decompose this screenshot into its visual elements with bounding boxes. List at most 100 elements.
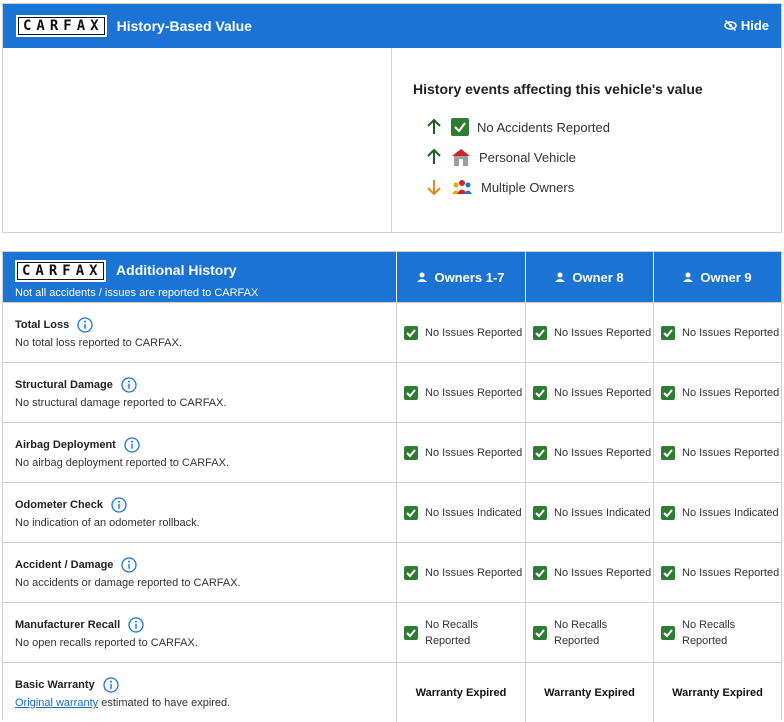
row-title: Accident / Damage: [15, 557, 138, 573]
status-text: No Issues Reported: [425, 386, 523, 399]
status-cell: No Issues Indicated: [653, 483, 781, 542]
status-text: No Issues Reported: [554, 386, 652, 399]
row-title: Odometer Check: [15, 497, 127, 513]
info-icon: [121, 377, 137, 393]
history-row: Accident / Damage No accidents or damage …: [3, 542, 781, 602]
events-title: History events affecting this vehicle's …: [413, 81, 703, 97]
status-text: No Issues Reported: [554, 326, 652, 339]
row-description: No total loss reported to CARFAX.: [15, 337, 182, 349]
row-title-text: Basic Warranty: [15, 679, 95, 691]
column-header: Owner 9: [653, 252, 781, 302]
check-icon: [661, 625, 675, 640]
row-title: Basic Warranty: [15, 677, 119, 693]
row-description-text: estimated to have expired.: [101, 697, 231, 709]
status-cell: No Recalls Reported: [653, 603, 781, 662]
status-cell: No Recalls Reported: [396, 603, 525, 662]
check-icon: [533, 385, 547, 400]
column-header: Owners 1-7: [396, 252, 525, 302]
carfax-logo: CARFAX: [15, 260, 106, 282]
status-text: No Issues Reported: [682, 326, 780, 339]
user-icon: [683, 272, 694, 282]
column-label: Owner 9: [700, 269, 752, 285]
row-description-text: No accidents or damage reported to CARFA…: [15, 577, 241, 589]
status-cell: No Issues Reported: [396, 363, 525, 422]
row-title-text: Odometer Check: [15, 499, 104, 511]
arrow-up: [427, 118, 441, 134]
history-row: Manufacturer Recall No open recalls repor…: [3, 602, 781, 662]
check-icon: [404, 385, 418, 400]
hide-button[interactable]: Hide: [724, 18, 769, 33]
row-title: Total Loss: [15, 317, 93, 333]
arrow-down: [427, 180, 441, 196]
arrow-up: [427, 148, 441, 164]
status-cell: No Issues Reported: [525, 543, 653, 602]
status-cell: Warranty Expired: [525, 663, 653, 722]
row-description: No accidents or damage reported to CARFA…: [15, 577, 241, 589]
event-label: Personal Vehicle: [479, 149, 576, 165]
carfax-logo: CARFAX: [16, 15, 107, 37]
info-icon: [128, 617, 144, 633]
check-icon: [661, 325, 675, 340]
history-card: CARFAX Additional History Not all accide…: [2, 251, 782, 722]
row-description: No airbag deployment reported to CARFAX.: [15, 457, 229, 469]
warranty-link[interactable]: Original warranty: [15, 697, 99, 709]
history-row: Airbag Deployment No airbag deployment re…: [3, 422, 781, 482]
info-icon: [103, 677, 119, 693]
check-icon: [404, 445, 418, 460]
status-text: No Issues Reported: [425, 326, 523, 339]
status-cell: Warranty Expired: [396, 663, 525, 722]
check-icon: [661, 565, 675, 580]
row-description-text: No open recalls reported to CARFAX.: [15, 637, 198, 649]
check-icon: [661, 445, 675, 460]
status-cell: No Issues Reported: [653, 363, 781, 422]
history-row: Basic Warranty Original warranty estimate…: [3, 662, 781, 722]
check-icon: [533, 445, 547, 460]
status-cell: No Issues Reported: [396, 543, 525, 602]
status-cell: No Recalls Reported: [525, 603, 653, 662]
row-title-text: Accident / Damage: [15, 559, 114, 571]
row-title-text: Total Loss: [15, 319, 70, 331]
event: Multiple Owners: [425, 178, 574, 196]
check-icon: [533, 565, 547, 580]
history-row: Structural Damage No structural damage re…: [3, 362, 781, 422]
status-cell: No Issues Reported: [653, 423, 781, 482]
row-title-text: Manufacturer Recall: [15, 619, 121, 631]
event: Personal Vehicle: [425, 148, 576, 166]
info-icon: [121, 557, 138, 573]
row-title: Airbag Deployment: [15, 437, 140, 453]
column-header: Owner 8: [525, 252, 653, 302]
row-title: Manufacturer Recall: [15, 617, 144, 633]
hide-label[interactable]: Hide: [740, 18, 769, 33]
event-label: No Accidents Reported: [477, 119, 610, 135]
status-cell: No Issues Reported: [525, 363, 653, 422]
status-cell: No Issues Reported: [653, 303, 781, 362]
row-title-text: Airbag Deployment: [15, 439, 116, 451]
row-description-text: No airbag deployment reported to CARFAX.: [15, 457, 230, 469]
status-cell: No Issues Reported: [396, 423, 525, 482]
check-icon: [533, 625, 547, 640]
status-text: No Issues Reported: [425, 566, 523, 579]
history-header: CARFAX Additional History Not all accide…: [3, 252, 396, 302]
history-row: Odometer Check No indication of an odomet…: [3, 482, 781, 542]
status-cell: No Issues Reported: [396, 303, 525, 362]
status-cell: No Issues Reported: [525, 423, 653, 482]
value-header: CARFAX History-Based Value Hide: [3, 4, 781, 48]
value-title: History-Based Value: [116, 18, 252, 34]
status-text: No Issues Reported: [554, 566, 652, 579]
row-title: Structural Damage: [15, 377, 137, 393]
event: No Accidents Reported: [425, 118, 610, 136]
status-text: No Issues Indicated: [425, 506, 522, 519]
user-icon: [555, 272, 566, 282]
hide-icon: [724, 20, 737, 31]
event-label: Multiple Owners: [481, 179, 575, 195]
check-icon: [404, 625, 418, 640]
status-cell: No Issues Indicated: [396, 483, 525, 542]
column-label: Owners 1-7: [434, 269, 505, 285]
status-text: No Issues Reported: [425, 446, 523, 459]
status-text: No Recalls Reported: [554, 618, 608, 647]
info-icon: [111, 497, 127, 513]
row-description-text: No total loss reported to CARFAX.: [15, 337, 182, 349]
info-icon: [77, 317, 93, 333]
row-description: No indication of an odometer rollback.: [15, 517, 200, 529]
status-text: Warranty Expired: [415, 686, 507, 699]
